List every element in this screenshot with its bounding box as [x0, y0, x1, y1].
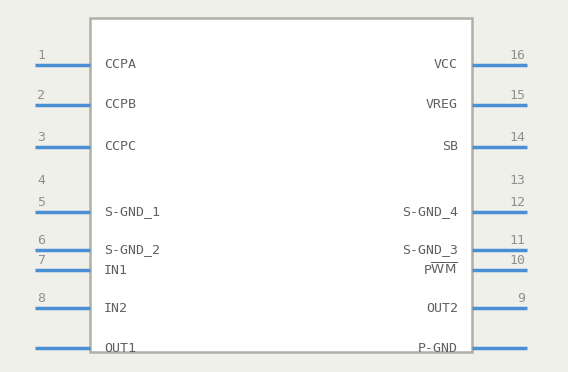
- Text: OUT1: OUT1: [104, 341, 136, 355]
- Text: 4: 4: [37, 174, 45, 187]
- Text: SB: SB: [442, 141, 458, 154]
- Text: 13: 13: [509, 174, 525, 187]
- Text: 10: 10: [509, 254, 525, 267]
- Text: 14: 14: [509, 131, 525, 144]
- Text: 11: 11: [509, 234, 525, 247]
- Text: IN1: IN1: [104, 263, 128, 276]
- Text: P$\overline{\rm WM}$: P$\overline{\rm WM}$: [424, 262, 458, 278]
- Text: S-GND_3: S-GND_3: [402, 244, 458, 257]
- Text: P-GND: P-GND: [418, 341, 458, 355]
- Text: S-GND_4: S-GND_4: [402, 205, 458, 218]
- Text: 12: 12: [509, 196, 525, 209]
- Text: CCPC: CCPC: [104, 141, 136, 154]
- Bar: [90, 18, 472, 352]
- Text: 7: 7: [37, 254, 45, 267]
- Text: OUT2: OUT2: [426, 301, 458, 314]
- Text: 9: 9: [517, 292, 525, 305]
- Text: 3: 3: [37, 131, 45, 144]
- Text: VREG: VREG: [426, 99, 458, 112]
- Text: 1: 1: [37, 49, 45, 62]
- Text: S-GND_1: S-GND_1: [104, 205, 160, 218]
- Text: 8: 8: [37, 292, 45, 305]
- Text: IN2: IN2: [104, 301, 128, 314]
- Text: 2: 2: [37, 89, 45, 102]
- Text: CCPA: CCPA: [104, 58, 136, 71]
- Text: S-GND_2: S-GND_2: [104, 244, 160, 257]
- Text: 16: 16: [509, 49, 525, 62]
- Text: 5: 5: [37, 196, 45, 209]
- Text: VCC: VCC: [434, 58, 458, 71]
- Text: CCPB: CCPB: [104, 99, 136, 112]
- Text: 6: 6: [37, 234, 45, 247]
- Text: 15: 15: [509, 89, 525, 102]
